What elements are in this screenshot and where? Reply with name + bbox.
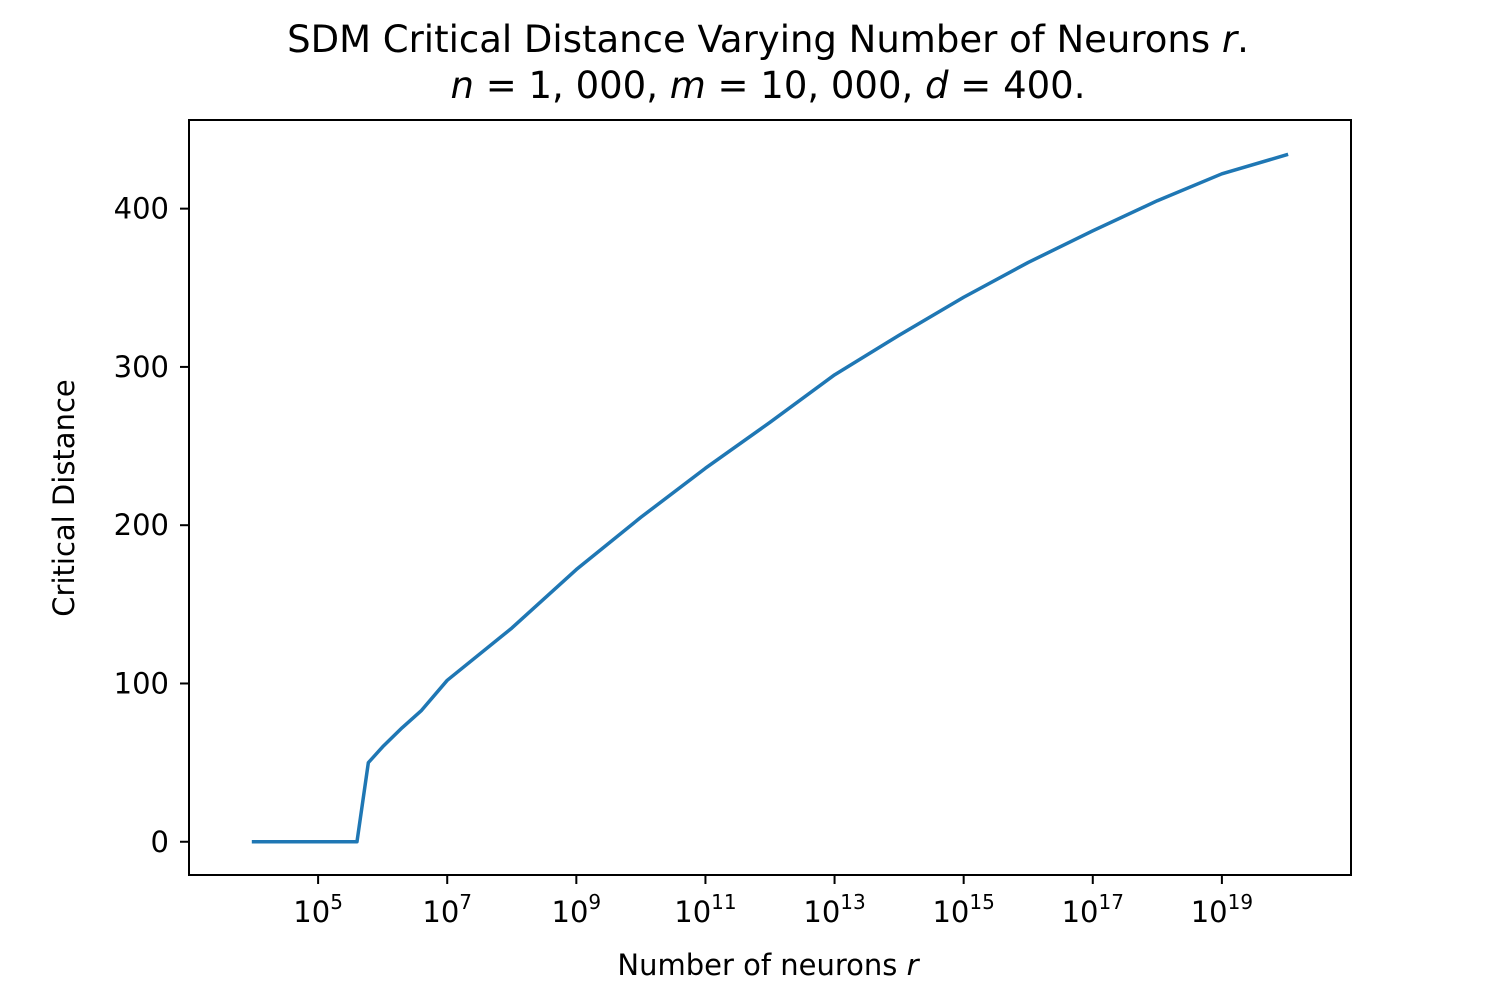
x-tick-label: 109 xyxy=(552,890,602,929)
chart-title: SDM Critical Distance Varying Number of … xyxy=(287,18,1249,61)
x-tick-label: 1019 xyxy=(1191,890,1253,929)
x-tick-label: 105 xyxy=(293,890,343,929)
chart-subtitle: n = 1, 000, m = 10, 000, d = 400. xyxy=(451,64,1086,107)
plot-frame xyxy=(188,119,1352,876)
x-tick-label: 1015 xyxy=(932,890,994,929)
x-tick-label: 1011 xyxy=(674,890,736,929)
x-tick-label: 1013 xyxy=(803,890,865,929)
y-axis-label: Critical Distance xyxy=(47,379,81,616)
y-tick-label: 300 xyxy=(114,350,169,384)
x-tick-label: 1017 xyxy=(1062,890,1124,929)
x-tick-label: 107 xyxy=(422,890,472,929)
series-line-1 xyxy=(251,152,1289,844)
y-tick-label: 400 xyxy=(114,192,169,226)
y-tick-label: 200 xyxy=(114,508,169,542)
y-tick-label: 0 xyxy=(151,825,169,859)
x-axis-label: Number of neurons r xyxy=(617,948,920,982)
plot-area: 0 100 200 300 400 105 107 109 1011 1013 1015 1017 10… xyxy=(114,119,1352,929)
y-tick-label: 100 xyxy=(114,666,169,700)
